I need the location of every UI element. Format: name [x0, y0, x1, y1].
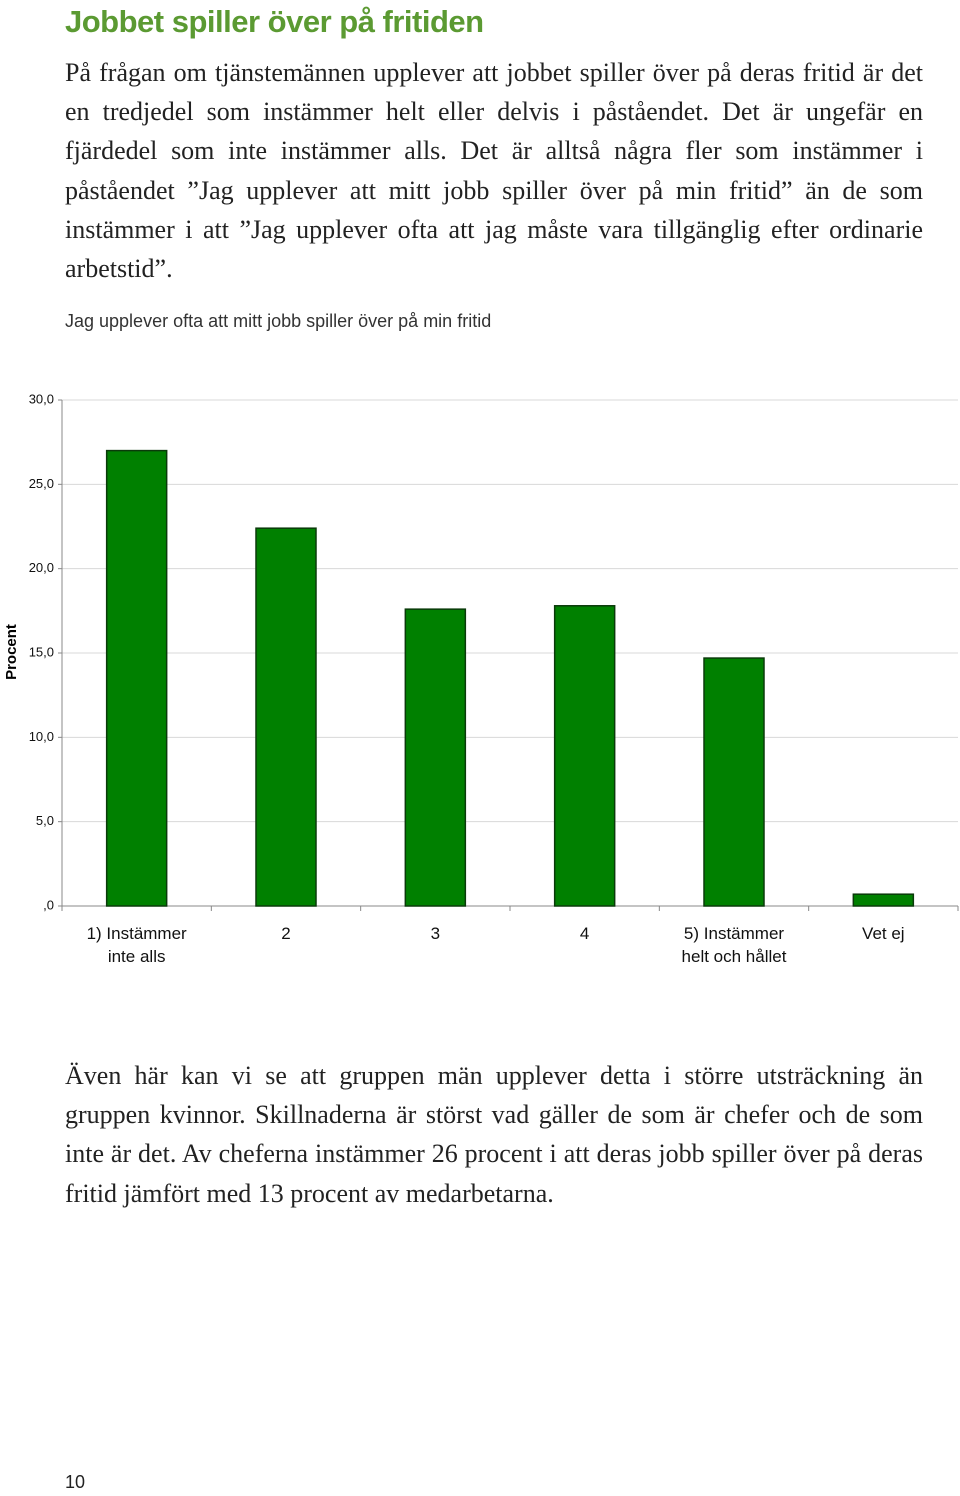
x-tick-label: 3 — [430, 924, 441, 943]
y-tick-label: 5,0 — [36, 813, 54, 828]
y-tick-label: 20,0 — [29, 560, 54, 575]
bar — [553, 605, 616, 907]
chart-title: Jag upplever ofta att mitt jobb spiller … — [65, 311, 491, 331]
y-axis-title: Procent — [3, 624, 20, 680]
y-tick-label: ,0 — [43, 897, 54, 912]
y-tick-label: 30,0 — [29, 391, 54, 406]
x-tick-label: 5) Instämmer helt och hållet — [681, 924, 787, 966]
paragraph: Även här kan vi se att gruppen män upple… — [65, 1061, 923, 1208]
heading: Jobbet spiller över på fritiden — [65, 4, 484, 39]
bar — [703, 657, 765, 907]
x-tick-label: 1) Instämmer inte alls — [86, 924, 187, 966]
y-tick-label: 10,0 — [29, 729, 54, 744]
page-number: 10 — [65, 1472, 86, 1492]
bar — [255, 527, 317, 907]
bar — [852, 893, 915, 907]
bar — [404, 608, 467, 907]
chart: Jag upplever ofta att mitt jobb spiller … — [3, 311, 959, 912]
y-tick-label: 15,0 — [29, 644, 54, 659]
x-tick-label: 2 — [281, 924, 291, 943]
paragraph: På frågan om tjänstemännen upplever att … — [65, 58, 923, 284]
x-tick-label: Vet ej — [862, 924, 905, 943]
bar — [105, 449, 168, 907]
y-tick-label: 25,0 — [29, 476, 54, 491]
x-tick-label: 4 — [579, 924, 590, 943]
